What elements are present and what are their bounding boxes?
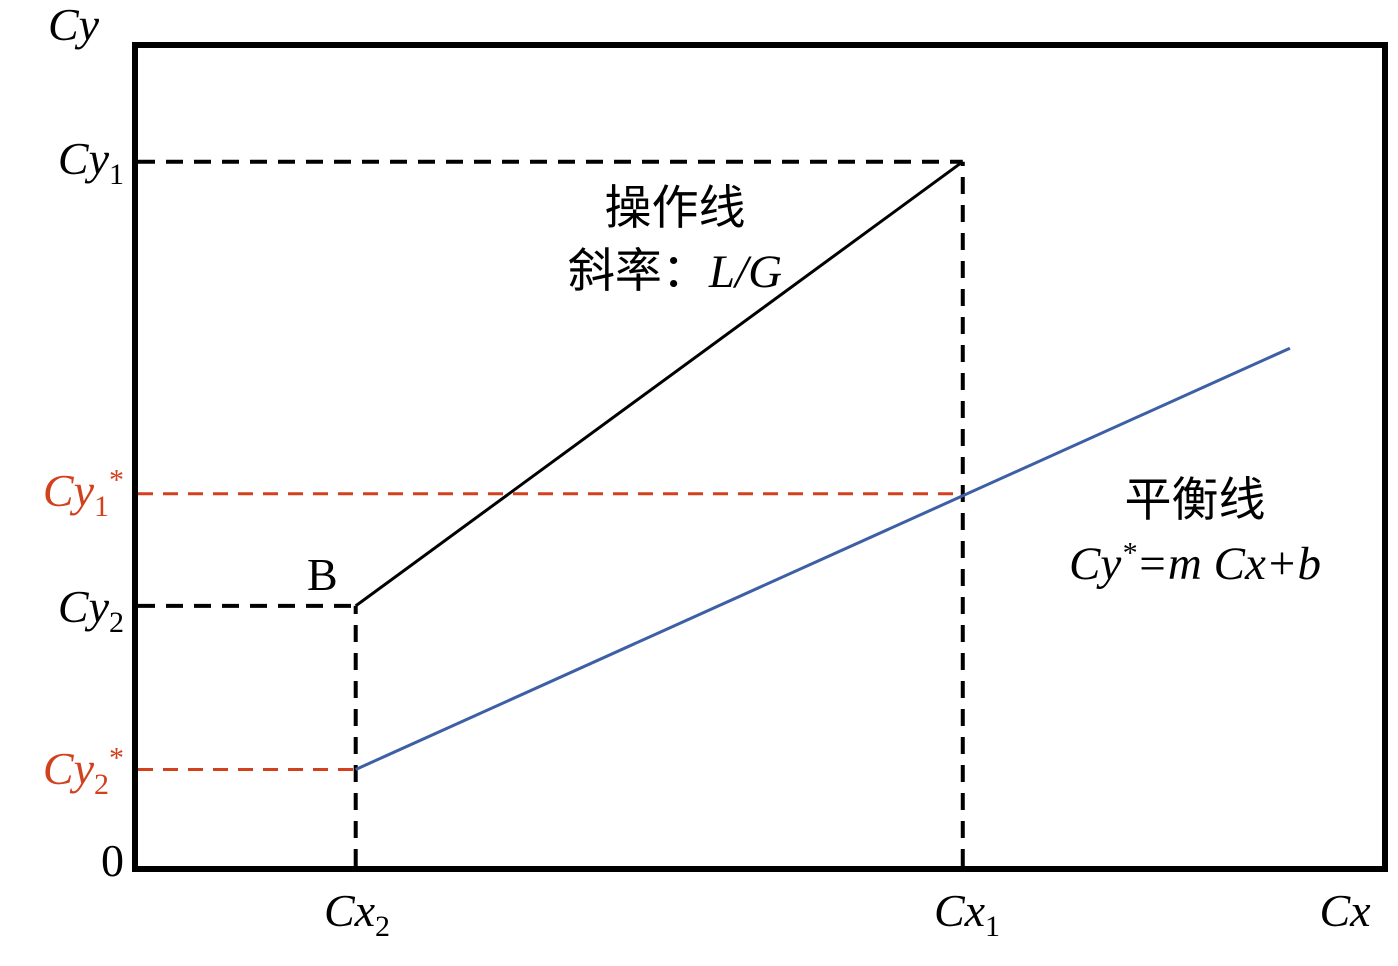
y-tick-origin: 0 [101,835,124,886]
operating-line-annotation: 操作线 斜率：L/G [455,178,895,305]
equilibrium-line-name: 平衡线 [1124,475,1266,527]
tick-var: Cy [42,743,94,794]
tick-var: Cy [57,133,109,184]
y-tick-cy2: Cy2 [0,581,124,637]
tick-sub: 2 [375,910,391,944]
tick-var: Cx [323,885,376,936]
tick-sub: 1 [94,490,109,524]
equilibrium-equation: Cy*=m Cx+b [1030,533,1360,596]
y-tick-cy2-star: Cy2* [0,741,124,800]
plot-frame [132,42,1388,872]
tick-sup: * [109,741,124,775]
tick-sub: 2 [94,768,109,802]
tick-sub: 2 [109,606,124,640]
eq-pre: Cy [1068,538,1122,591]
y-tick-cy1-star: Cy1* [0,463,124,522]
operating-line-slope: 斜率：L/G [455,241,895,304]
tick-sub: 1 [109,158,124,192]
eq-post: =m Cx+b [1136,538,1322,591]
tick-var: Cy [42,465,94,516]
y-tick-cy1: Cy1 [0,133,124,189]
x-tick-cx2: Cx2 [323,885,390,941]
x-axis-title-text: Cx [1319,885,1371,936]
point-b-label: B [307,549,338,600]
y-axis-title: Cy [48,0,100,50]
slope-prefix: 斜率： [567,246,709,299]
tick-sub: 1 [985,910,1001,944]
operating-line-name: 操作线 [604,183,746,235]
tick-var: Cx [933,885,986,936]
tick-var: Cy [57,581,109,632]
tick-sup: * [109,463,124,497]
x-tick-cx1: Cx1 [933,885,1000,941]
x-axis-title: Cx [1319,885,1371,937]
slope-formula: L/G [708,246,783,299]
eq-sup: * [1121,536,1137,570]
equilibrium-line-annotation: 平衡线 Cy*=m Cx+b [1030,470,1360,597]
